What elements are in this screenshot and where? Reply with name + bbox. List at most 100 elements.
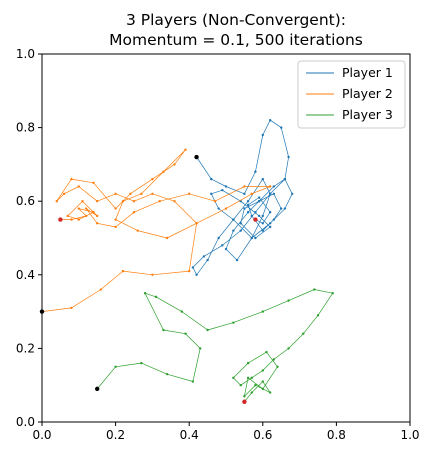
data-point — [280, 126, 283, 129]
data-point — [261, 229, 264, 232]
x-tick-label: 0.0 — [32, 428, 51, 442]
data-point — [173, 200, 176, 203]
legend-label-player-1: Player 1 — [342, 65, 393, 80]
data-point — [243, 192, 246, 196]
data-point — [291, 192, 294, 196]
data-point — [195, 222, 198, 225]
data-point — [188, 192, 191, 196]
data-point — [239, 229, 242, 232]
data-point — [92, 211, 95, 214]
data-point — [246, 200, 250, 203]
axis-ticks: 0.0 0.2 0.4 0.6 0.8 1.0 0.0 0.2 0.4 0.6 0.8 1.0 — [16, 47, 420, 442]
data-point — [250, 236, 253, 240]
data-point — [265, 350, 268, 354]
series-line-player-2 — [41, 149, 271, 312]
data-point — [235, 258, 239, 262]
data-point — [268, 185, 272, 188]
data-point — [132, 211, 136, 214]
data-point — [261, 133, 264, 137]
data-point — [268, 225, 272, 229]
end-marker-player-1 — [253, 217, 258, 222]
data-point — [140, 361, 143, 365]
data-point — [232, 218, 235, 221]
data-point — [96, 222, 99, 225]
data-point — [114, 225, 117, 229]
data-point — [243, 395, 246, 398]
data-point — [55, 200, 58, 203]
start-marker-player-3 — [95, 386, 100, 392]
data-point — [257, 214, 261, 218]
data-point — [261, 177, 264, 181]
data-point — [154, 295, 158, 299]
data-point — [70, 177, 73, 181]
data-point — [92, 181, 95, 184]
data-point — [202, 255, 206, 258]
data-point — [96, 214, 99, 218]
legend-box — [297, 60, 406, 129]
data-point — [313, 288, 316, 291]
data-point — [272, 218, 276, 221]
data-point — [261, 387, 264, 391]
data-point — [221, 188, 224, 192]
data-point — [261, 214, 264, 218]
end-marker-player-2 — [58, 217, 63, 222]
data-point — [165, 372, 169, 376]
data-point — [114, 192, 117, 196]
data-point — [77, 207, 81, 210]
data-point — [257, 200, 261, 203]
data-point — [250, 214, 253, 218]
data-point — [140, 192, 143, 196]
data-point — [62, 192, 66, 196]
legend-label-player-3: Player 3 — [342, 107, 393, 122]
data-point — [180, 310, 184, 313]
data-point — [316, 314, 320, 317]
data-point — [276, 365, 279, 368]
data-point — [268, 391, 272, 394]
y-tick-label: 0.2 — [16, 341, 35, 355]
data-point — [246, 203, 250, 207]
series-line-player-3 — [96, 289, 334, 403]
data-point — [84, 207, 88, 210]
data-point — [280, 207, 283, 210]
data-point — [261, 222, 264, 225]
data-point — [151, 273, 154, 276]
data-point — [210, 192, 213, 196]
data-point — [217, 207, 220, 210]
y-tick-label: 0.8 — [16, 121, 35, 135]
data-point — [261, 380, 264, 383]
data-point — [287, 299, 290, 302]
data-point — [254, 211, 257, 214]
data-point — [250, 376, 253, 380]
data-point — [283, 177, 287, 181]
data-point — [206, 328, 209, 332]
x-tick-label: 0.6 — [253, 428, 272, 442]
data-point — [287, 347, 290, 350]
data-point — [272, 185, 276, 188]
chart-title-line-2: Momentum = 0.1, 500 iterations — [109, 31, 363, 49]
data-point — [254, 170, 257, 173]
data-point — [283, 207, 287, 210]
data-point — [287, 155, 290, 159]
data-point — [268, 192, 272, 196]
data-point — [268, 211, 272, 214]
data-point — [243, 207, 246, 210]
data-point — [206, 258, 209, 262]
start-marker-player-1 — [194, 154, 199, 160]
data-point — [162, 328, 165, 332]
data-point — [151, 177, 154, 181]
chart-title-line-1: 3 Players (Non-Convergent): — [126, 11, 346, 29]
data-point — [70, 218, 73, 221]
y-tick-label: 0.4 — [16, 268, 35, 282]
data-point — [195, 273, 198, 276]
data-point — [221, 244, 224, 247]
data-point — [257, 196, 261, 199]
data-point — [184, 148, 187, 151]
data-point — [188, 269, 191, 273]
data-point — [224, 207, 228, 210]
y-tick-label: 0.6 — [16, 194, 35, 208]
data-point — [114, 207, 117, 210]
data-point — [272, 192, 276, 196]
data-point — [250, 192, 253, 196]
data-point — [151, 192, 154, 196]
